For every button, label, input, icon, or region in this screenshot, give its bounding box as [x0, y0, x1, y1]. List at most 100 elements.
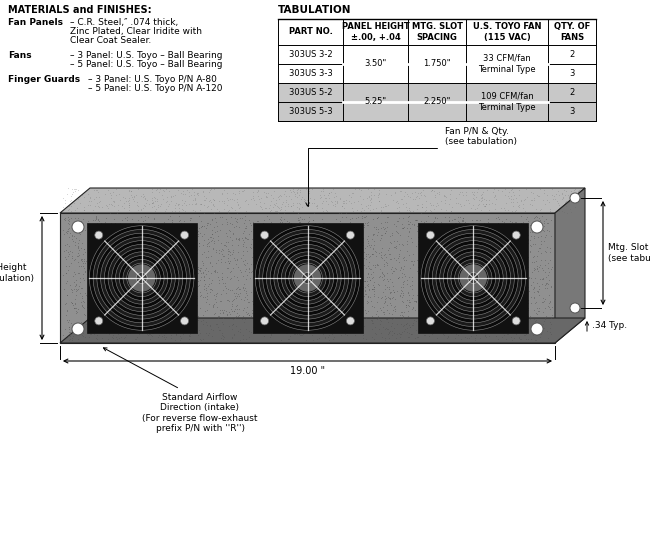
- Point: [379, 251, 389, 259]
- Point: [113, 229, 124, 238]
- Point: [525, 311, 535, 320]
- Point: [451, 281, 462, 290]
- Point: [78, 269, 88, 278]
- Point: [161, 307, 171, 316]
- Point: [94, 198, 105, 207]
- Point: [402, 237, 412, 246]
- Point: [494, 285, 504, 294]
- Point: [122, 220, 133, 229]
- Point: [523, 312, 534, 321]
- Point: [474, 333, 485, 342]
- Point: [381, 324, 391, 333]
- Point: [497, 240, 508, 249]
- Point: [337, 297, 348, 306]
- Point: [139, 224, 150, 233]
- Point: [518, 283, 528, 292]
- Point: [538, 324, 548, 333]
- Point: [479, 304, 489, 312]
- Point: [169, 272, 179, 281]
- Point: [419, 326, 429, 335]
- Point: [304, 217, 315, 226]
- Point: [339, 309, 349, 318]
- Point: [197, 222, 207, 230]
- Point: [364, 263, 374, 272]
- Point: [142, 243, 153, 252]
- Point: [114, 325, 124, 334]
- Point: [542, 196, 552, 205]
- Point: [321, 302, 332, 311]
- Point: [248, 192, 258, 201]
- Point: [255, 316, 265, 325]
- Point: [414, 268, 424, 277]
- Point: [369, 322, 380, 331]
- Point: [521, 255, 531, 264]
- Point: [58, 331, 68, 340]
- Point: [137, 300, 148, 309]
- Point: [519, 309, 530, 318]
- Point: [480, 249, 490, 258]
- Point: [439, 191, 449, 200]
- Point: [384, 243, 395, 252]
- Point: [83, 190, 93, 199]
- Point: [111, 235, 122, 244]
- Point: [250, 296, 261, 305]
- Point: [546, 231, 556, 240]
- Point: [151, 312, 162, 321]
- Point: [65, 197, 75, 206]
- Point: [225, 226, 235, 235]
- Point: [510, 205, 521, 214]
- Point: [63, 250, 73, 259]
- Point: [320, 293, 330, 302]
- Point: [512, 198, 523, 206]
- Point: [332, 314, 342, 323]
- Point: [460, 227, 470, 236]
- Point: [356, 271, 366, 280]
- Point: [349, 268, 359, 277]
- Point: [133, 274, 144, 283]
- Text: TABULATION: TABULATION: [278, 5, 352, 15]
- Point: [259, 263, 270, 272]
- Point: [543, 333, 554, 342]
- Point: [502, 290, 513, 299]
- Point: [378, 276, 389, 285]
- Point: [118, 226, 128, 235]
- Point: [328, 185, 338, 194]
- Point: [66, 213, 76, 222]
- Point: [148, 303, 159, 312]
- Point: [306, 310, 316, 319]
- Point: [357, 311, 367, 320]
- Point: [235, 267, 246, 276]
- Point: [240, 284, 250, 293]
- Point: [341, 208, 352, 217]
- Point: [233, 248, 243, 257]
- Point: [114, 281, 124, 290]
- Point: [174, 316, 185, 325]
- Point: [198, 267, 208, 276]
- Point: [469, 194, 480, 203]
- Point: [404, 219, 414, 228]
- Point: [246, 240, 256, 249]
- Point: [532, 323, 542, 331]
- Point: [363, 220, 374, 229]
- Point: [73, 213, 83, 222]
- Point: [286, 303, 296, 312]
- Point: [289, 187, 300, 196]
- Point: [192, 331, 203, 340]
- Point: [263, 246, 273, 255]
- Point: [199, 195, 209, 204]
- Point: [304, 329, 314, 338]
- Point: [170, 309, 180, 318]
- Point: [505, 288, 515, 297]
- Point: [113, 206, 124, 215]
- Point: [283, 218, 293, 227]
- Point: [392, 228, 402, 237]
- Point: [326, 197, 336, 206]
- Point: [198, 310, 209, 319]
- Point: [464, 237, 474, 246]
- Point: [164, 328, 175, 336]
- Point: [419, 267, 430, 276]
- Point: [92, 278, 103, 287]
- Point: [91, 193, 101, 201]
- Point: [301, 248, 311, 257]
- Point: [426, 249, 437, 258]
